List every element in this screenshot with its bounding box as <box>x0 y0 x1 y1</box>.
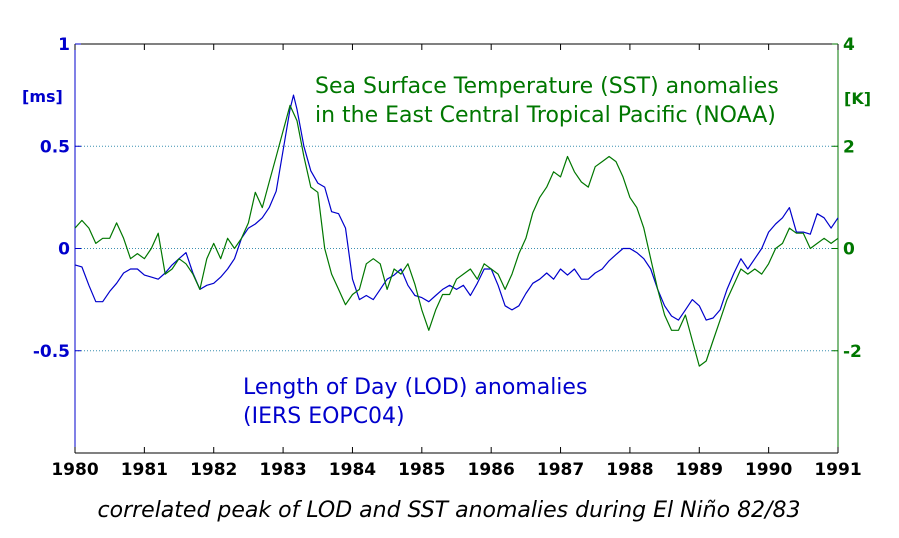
x-tick-label: 1990 <box>745 460 792 480</box>
left-tick-label: 1 <box>58 35 70 55</box>
sst-annotation-line2: in the East Central Tropical Pacific (NO… <box>315 103 776 128</box>
x-tick-label: 1991 <box>814 460 861 480</box>
right-tick-label: 4 <box>843 35 855 55</box>
tick-labels: 1980 1981 1982 1983 1984 1985 1986 1987 1988 1989… <box>33 35 862 480</box>
lod-series-line <box>74 94 839 321</box>
right-axis-unit-label: [K] <box>844 89 871 108</box>
series-layer <box>74 94 839 367</box>
axes <box>74 43 839 454</box>
x-tick-label: 1985 <box>398 460 445 480</box>
grid-lines <box>75 145 838 352</box>
left-tick-label: 0.5 <box>40 137 70 157</box>
sst-annotation-line1: Sea Surface Temperature (SST) anomalies <box>315 74 779 99</box>
x-tick-label: 1984 <box>329 460 376 480</box>
x-tick-label: 1989 <box>676 460 723 480</box>
right-tick-label: 2 <box>843 137 855 157</box>
chart-caption: correlated peak of LOD and SST anomalies… <box>98 498 801 523</box>
x-tick-label: 1986 <box>468 460 515 480</box>
x-tick-label: 1987 <box>537 460 584 480</box>
lod-annotation-line2: (IERS EOPC04) <box>243 404 405 429</box>
left-tick-label: 0 <box>58 240 70 260</box>
x-tick-label: 1983 <box>259 460 306 480</box>
x-tick-label: 1981 <box>121 460 168 480</box>
sst-series-line <box>74 104 839 367</box>
left-tick-label: -0.5 <box>33 342 70 362</box>
lod-annotation-line1: Length of Day (LOD) anomalies <box>243 375 587 400</box>
x-tick-label: 1982 <box>190 460 237 480</box>
left-axis-unit-label: [ms] <box>22 87 63 106</box>
x-tick-label: 1988 <box>606 460 653 480</box>
right-tick-label: -2 <box>843 342 862 362</box>
x-tick-label: 1980 <box>51 460 98 480</box>
right-tick-label: 0 <box>843 240 855 260</box>
